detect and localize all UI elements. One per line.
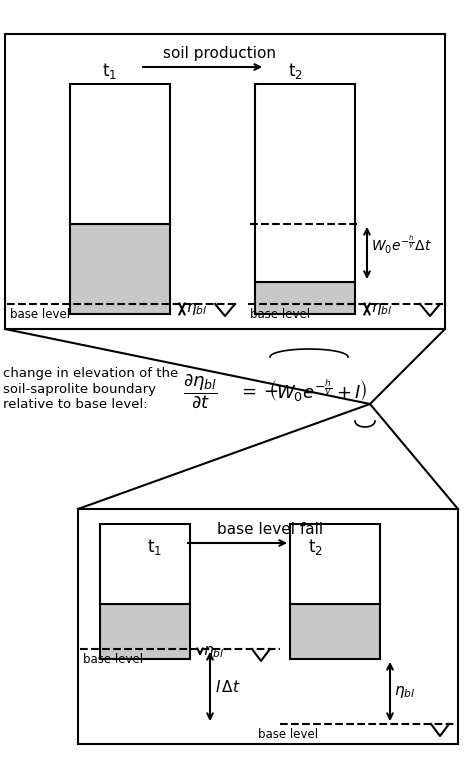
Text: $\eta_{bl}$: $\eta_{bl}$ — [371, 301, 392, 317]
Text: change in elevation of the: change in elevation of the — [3, 367, 178, 380]
Text: base level fall: base level fall — [217, 522, 323, 537]
Bar — [70, 84, 170, 224]
Text: $\eta_{bl}$: $\eta_{bl}$ — [394, 684, 415, 700]
Text: base level: base level — [258, 728, 318, 741]
Text: $I\,\Delta t$: $I\,\Delta t$ — [215, 679, 241, 694]
Text: base level: base level — [83, 653, 143, 666]
Text: base level: base level — [250, 308, 310, 321]
Text: $\eta_{bl}$: $\eta_{bl}$ — [203, 644, 224, 660]
Text: $W_0 e^{-\frac{h}{\gamma}}\Delta t$: $W_0 e^{-\frac{h}{\gamma}}\Delta t$ — [371, 234, 432, 256]
Text: $= -$: $= -$ — [238, 382, 279, 400]
Text: soil production: soil production — [164, 46, 276, 61]
Text: t$_1$: t$_1$ — [147, 537, 163, 557]
Text: $\eta_{bl}$: $\eta_{bl}$ — [186, 301, 207, 317]
Bar — [70, 224, 170, 314]
Text: $\dfrac{\partial\eta_{bl}}{\partial t}$: $\dfrac{\partial\eta_{bl}}{\partial t}$ — [182, 372, 218, 410]
Bar — [100, 524, 190, 604]
Bar — [78, 509, 458, 744]
Bar — [100, 604, 190, 659]
Bar — [255, 282, 355, 314]
Text: $\left(W_0 e^{-\frac{h}{\gamma}} + I\right)$: $\left(W_0 e^{-\frac{h}{\gamma}} + I\rig… — [268, 378, 368, 405]
Text: t$_1$: t$_1$ — [102, 61, 118, 81]
Bar — [290, 604, 380, 659]
Bar — [255, 84, 355, 282]
Text: t$_2$: t$_2$ — [288, 61, 302, 81]
Bar — [5, 34, 445, 329]
Bar — [290, 524, 380, 604]
Text: relative to base level:: relative to base level: — [3, 398, 147, 411]
Text: soil-saprolite boundary: soil-saprolite boundary — [3, 383, 156, 395]
Text: t$_2$: t$_2$ — [308, 537, 322, 557]
Text: base level: base level — [10, 308, 70, 321]
